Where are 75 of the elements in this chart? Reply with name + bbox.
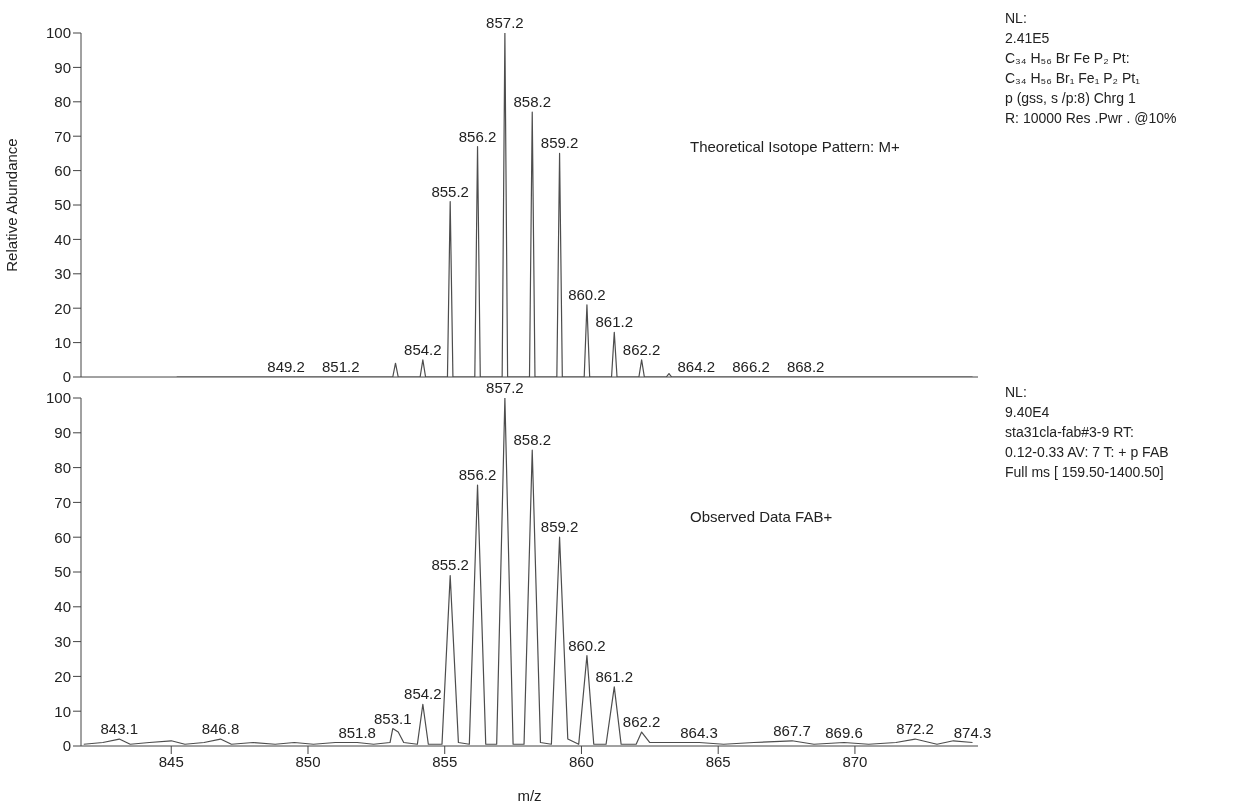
text: R: 10000 Res .Pwr . @10% bbox=[1005, 109, 1177, 128]
annotation: 868.2 bbox=[786, 358, 825, 375]
y-tick-label: 0 bbox=[62, 737, 71, 755]
y-tick-label: 80 bbox=[54, 458, 71, 476]
y-tick-label: 20 bbox=[54, 667, 71, 685]
text: sta31cla-fab#3-9 RT: bbox=[1005, 423, 1135, 442]
annotation: 860.2 bbox=[568, 636, 606, 654]
text: Theoretical Isotope Pattern: M+ bbox=[690, 138, 900, 155]
x-tick-label: 860 bbox=[568, 752, 594, 770]
text: Observed Data FAB+ bbox=[690, 508, 833, 525]
y-tick-label: 10 bbox=[54, 702, 71, 720]
annotation: 864.3 bbox=[680, 723, 718, 741]
y-tick-label: 60 bbox=[54, 161, 71, 179]
annotation: 857.2 bbox=[486, 379, 524, 396]
y-tick-label: 0 bbox=[62, 368, 71, 386]
annotation: 862.2 bbox=[622, 713, 661, 731]
y-tick-label: 100 bbox=[45, 389, 71, 407]
y-tick-label: 70 bbox=[54, 493, 71, 511]
annotation: 851.8 bbox=[338, 723, 376, 741]
y-tick-label: 40 bbox=[54, 598, 71, 616]
annotation: 859.2 bbox=[540, 134, 579, 152]
text: NL: bbox=[1005, 383, 1028, 402]
y-tick-label: 30 bbox=[54, 632, 71, 650]
y-tick-label: 50 bbox=[54, 196, 71, 214]
text: p (gss, s /p:8) Chrg 1 bbox=[1005, 89, 1137, 108]
annotation: 867.7 bbox=[773, 721, 811, 739]
annotation: 869.6 bbox=[825, 723, 863, 741]
annotation: 874.3 bbox=[953, 723, 992, 741]
annotation: 854.2 bbox=[404, 340, 442, 358]
annotation: 864.2 bbox=[677, 358, 716, 375]
text: NL: bbox=[1005, 9, 1028, 28]
y-tick-label: 40 bbox=[54, 230, 71, 248]
y-tick-label: 90 bbox=[54, 424, 71, 442]
annotation: 858.2 bbox=[513, 431, 552, 449]
annotation: 861.2 bbox=[595, 667, 634, 685]
annotation: 854.2 bbox=[404, 685, 442, 703]
x-tick-label: 865 bbox=[705, 752, 731, 770]
annotation: 859.2 bbox=[540, 518, 579, 536]
x-axis-title: m/z bbox=[517, 787, 542, 801]
annotation: 856.2 bbox=[458, 127, 497, 145]
annotation: 860.2 bbox=[568, 285, 606, 303]
y-tick-label: 70 bbox=[54, 127, 71, 145]
x-tick-label: 845 bbox=[158, 752, 184, 770]
y-tick-label: 100 bbox=[45, 24, 71, 42]
y-tick-label: 50 bbox=[54, 563, 71, 581]
y-tick-label: 10 bbox=[54, 333, 71, 351]
x-tick-label: 870 bbox=[842, 752, 868, 770]
annotation: 846.8 bbox=[201, 720, 240, 738]
annotation: 853.1 bbox=[373, 709, 412, 727]
y-tick-label: 60 bbox=[54, 528, 71, 546]
text: 2.41E5 bbox=[1005, 29, 1051, 48]
y-tick-label: 30 bbox=[54, 265, 71, 283]
annotation: 843.1 bbox=[100, 720, 139, 738]
text: C₃₄ H₅₆ Br Fe P₂ Pt: bbox=[1005, 49, 1131, 68]
y-tick-label: 20 bbox=[54, 299, 71, 317]
text: 0.12-0.33 AV: 7 T: + p FAB bbox=[1005, 443, 1169, 462]
x-tick-label: 850 bbox=[295, 752, 321, 770]
y-tick-label: 80 bbox=[54, 93, 71, 111]
annotation: 849.2 bbox=[267, 358, 305, 375]
annotation: 858.2 bbox=[513, 93, 552, 111]
y-tick-label: 90 bbox=[54, 58, 71, 76]
text: Full ms [ 159.50-1400.50] bbox=[1005, 463, 1165, 482]
annotation: 866.2 bbox=[732, 358, 770, 375]
annotation: 855.2 bbox=[431, 182, 469, 200]
annotation: 856.2 bbox=[458, 466, 497, 483]
x-tick-label: 855 bbox=[432, 752, 458, 770]
annotation: 861.2 bbox=[595, 313, 634, 331]
annotation: 862.2 bbox=[622, 340, 661, 358]
text: 9.40E4 bbox=[1005, 403, 1051, 422]
annotation: 855.2 bbox=[431, 556, 469, 574]
annotation: 851.2 bbox=[322, 358, 360, 375]
y-axis-title: Relative Abundance bbox=[3, 138, 21, 272]
annotation: 857.2 bbox=[486, 14, 524, 31]
annotation: 872.2 bbox=[896, 720, 934, 738]
text: C₃₄ H₅₆ Br₁ Fe₁ P₂ Pt₁ bbox=[1005, 69, 1141, 88]
